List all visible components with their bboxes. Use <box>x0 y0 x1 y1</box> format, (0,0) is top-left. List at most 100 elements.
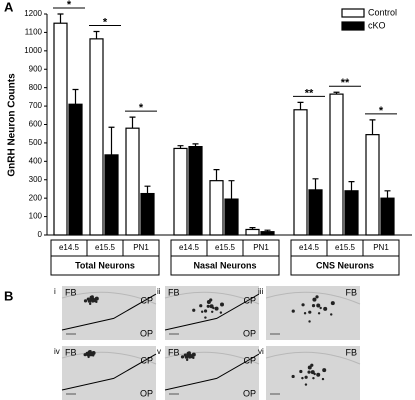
stained-cell <box>308 320 311 323</box>
stained-cell <box>92 298 97 303</box>
error-bar <box>312 178 319 190</box>
region-label: OP <box>140 388 153 398</box>
stained-cell <box>323 306 328 311</box>
significance-marker: ** <box>305 87 314 99</box>
stained-cell <box>319 306 322 310</box>
tissue-contour <box>164 291 260 305</box>
stained-cell <box>187 351 191 355</box>
micrograph: iv FB CP OP <box>54 346 157 400</box>
bar <box>224 198 239 236</box>
bar <box>344 190 359 236</box>
stained-cell <box>203 309 208 313</box>
y-tick-label: 600 <box>29 120 43 129</box>
region-label: FB <box>345 347 357 357</box>
stained-cell <box>89 297 93 301</box>
x-tick-label: PN1 <box>253 243 269 252</box>
y-tick-label: 700 <box>29 101 43 110</box>
stained-cell <box>299 369 303 374</box>
stained-cell <box>192 308 196 312</box>
micrograph-image <box>266 286 360 340</box>
stained-cell <box>304 383 308 386</box>
panel-numeral: iv <box>54 347 60 356</box>
stained-cell <box>321 377 325 381</box>
region-label: CP <box>140 355 153 365</box>
x-tick-label: PN1 <box>373 243 389 252</box>
bar <box>245 228 260 236</box>
stained-cell <box>214 306 219 311</box>
y-tick-label: 1000 <box>24 46 42 55</box>
stained-cell <box>88 302 92 306</box>
region-label: FB <box>168 347 180 357</box>
stained-cell <box>311 304 316 308</box>
stained-cell <box>330 313 333 316</box>
micrograph-image <box>62 286 156 340</box>
bar <box>365 134 380 236</box>
stained-cell <box>312 376 315 380</box>
bar <box>125 127 140 236</box>
stained-cell <box>189 354 194 359</box>
y-tick-label: 1200 <box>24 9 42 18</box>
region-label: OP <box>243 328 256 338</box>
panel-label: B <box>4 288 13 303</box>
stained-cell <box>183 353 187 357</box>
error-bar <box>348 180 355 191</box>
error-bar <box>129 116 136 129</box>
bar <box>188 146 203 236</box>
stained-cell <box>316 372 321 377</box>
tissue-contour <box>265 351 361 365</box>
stained-cell <box>186 353 190 357</box>
micrograph: iii FB <box>258 286 361 340</box>
x-tick-label: PN1 <box>133 243 149 252</box>
tissue-contour <box>265 291 361 305</box>
bar <box>380 197 395 236</box>
y-tick-label: 500 <box>29 138 43 147</box>
group-label: Nasal Neurons <box>193 260 256 270</box>
micrograph: ii FB CP OP <box>157 286 260 340</box>
bar <box>89 38 104 236</box>
stained-cell <box>219 311 223 314</box>
region-label: CP <box>243 295 256 305</box>
stained-cell <box>88 350 92 354</box>
stained-cell <box>206 304 210 308</box>
group-label: Total Neurons <box>75 260 135 270</box>
x-tick-label: e14.5 <box>59 243 80 252</box>
legend-label: cKO <box>368 20 386 30</box>
stained-cell <box>316 303 321 308</box>
bar <box>329 93 344 236</box>
significance-marker: * <box>139 102 144 114</box>
micrograph-image <box>165 286 259 340</box>
y-tick-label: 300 <box>29 175 43 184</box>
significance-marker: ** <box>341 77 350 89</box>
y-tick-label: 0 <box>38 230 43 239</box>
bar <box>308 189 323 236</box>
stained-cell <box>83 299 88 303</box>
stained-cell <box>185 358 189 362</box>
region-label: CP <box>140 295 153 305</box>
boundary-line <box>164 293 260 331</box>
stained-cell <box>301 303 305 307</box>
micrograph: vi FB <box>258 346 361 400</box>
region-label: FB <box>65 287 77 297</box>
stained-cell <box>199 304 203 308</box>
bar <box>209 180 224 236</box>
tissue-contour <box>61 351 157 365</box>
significance-marker: * <box>103 16 108 28</box>
boundary-line <box>61 293 157 331</box>
micrograph-image <box>165 346 259 400</box>
panel-numeral: v <box>157 347 161 356</box>
x-tick-label: e15.5 <box>335 243 356 252</box>
region-label: FB <box>168 287 180 297</box>
stained-cell <box>89 352 94 357</box>
region-label: FB <box>345 287 357 297</box>
stained-cell <box>330 301 335 306</box>
group-label: CNS Neurons <box>316 260 374 270</box>
stained-cell <box>308 310 312 314</box>
error-bar <box>72 88 79 105</box>
stained-cell <box>291 374 295 379</box>
y-tick-label: 400 <box>29 156 43 165</box>
boundary-line <box>164 353 260 391</box>
x-tick-label: e14.5 <box>179 243 200 252</box>
micrograph-image <box>62 346 156 400</box>
group-box <box>170 239 280 276</box>
